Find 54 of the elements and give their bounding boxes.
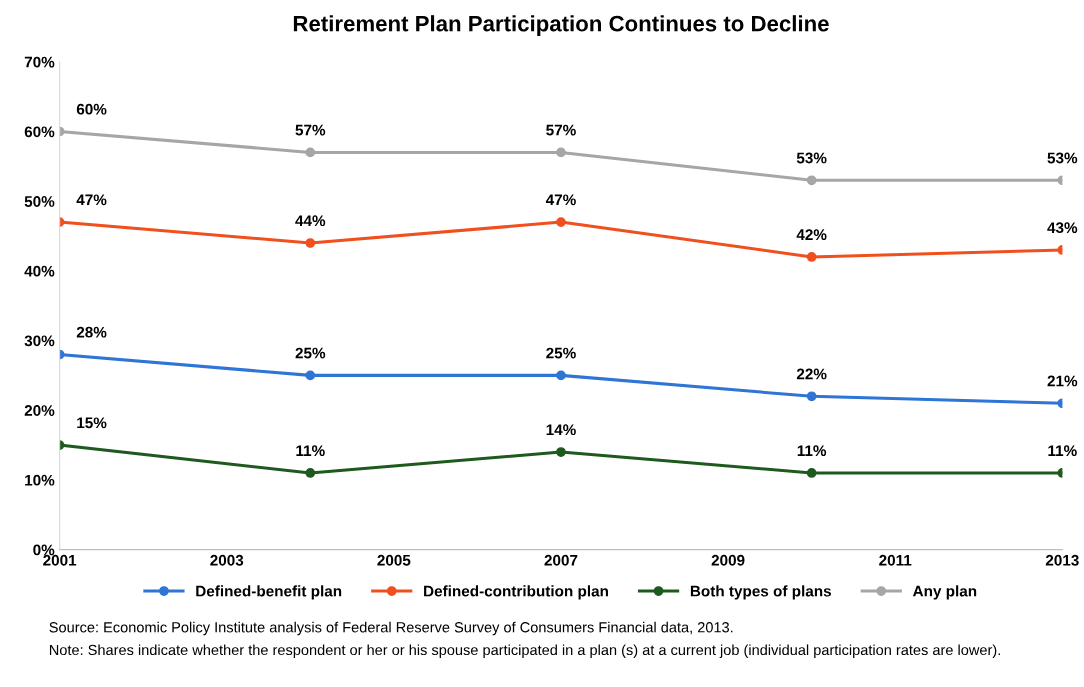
point bbox=[806, 175, 817, 186]
legend-label: Both types of plans bbox=[690, 585, 831, 600]
point bbox=[556, 447, 566, 457]
y-tick-label: 0% bbox=[33, 544, 55, 556]
data-label: 57% bbox=[546, 124, 576, 136]
y-tick-label: 40% bbox=[24, 265, 55, 277]
chart-title: Retirement Plan Participation Continues to Decline bbox=[293, 15, 829, 36]
data-label: 21% bbox=[1047, 375, 1078, 387]
data-label: 53% bbox=[796, 152, 827, 164]
data-label: 47% bbox=[76, 194, 107, 206]
data-label: 25% bbox=[546, 347, 576, 359]
y-tick-label: 20% bbox=[24, 405, 55, 416]
x-tick-label: 2011 bbox=[879, 554, 912, 566]
y-tick-label: 60% bbox=[24, 126, 55, 138]
point bbox=[305, 370, 316, 381]
point bbox=[806, 391, 817, 402]
legend-label: Defined-benefit plan bbox=[196, 585, 342, 600]
y-tick-label: 10% bbox=[25, 474, 55, 486]
data-label: 15% bbox=[77, 417, 107, 429]
x-tick-label: 2001 bbox=[43, 554, 77, 566]
data-label: 60% bbox=[76, 103, 107, 115]
data-label: 11% bbox=[296, 445, 325, 457]
data-label: 25% bbox=[295, 347, 326, 359]
point bbox=[305, 147, 316, 158]
data-label: 42% bbox=[796, 229, 827, 240]
y-tick-label: 30% bbox=[24, 335, 55, 347]
point bbox=[305, 468, 316, 478]
y-tick-label: 70% bbox=[24, 56, 55, 68]
y-tick-label: 50% bbox=[24, 196, 55, 207]
x-tick-label: 2013 bbox=[1045, 554, 1079, 566]
x-tick-label: 2007 bbox=[544, 554, 578, 566]
legend-label: Any plan bbox=[912, 585, 977, 600]
x-tick-label: 2009 bbox=[711, 554, 745, 566]
data-label: 11% bbox=[1048, 445, 1077, 457]
data-label: 14% bbox=[546, 424, 576, 436]
x-tick-label: 2003 bbox=[210, 554, 244, 566]
data-label: 53% bbox=[1047, 152, 1078, 164]
x-tick-label: 2005 bbox=[377, 554, 411, 566]
data-label: 44% bbox=[295, 215, 326, 227]
source-note: Source: Economic Policy Institute analysis of Federal Reserve Survey of Consumers Financial data, 2013. bbox=[49, 621, 733, 636]
data-label: 47% bbox=[545, 194, 576, 206]
data-label: 28% bbox=[76, 326, 107, 338]
data-label: 22% bbox=[796, 368, 827, 380]
data-label: 11% bbox=[797, 445, 827, 457]
legend-label: Defined-contribution plan bbox=[424, 585, 608, 600]
point bbox=[556, 147, 566, 158]
point bbox=[556, 370, 566, 381]
text: Note: Shares indicate whether the respondent or her or his spouse participated in a plan (s) at a current job (individual participation rates are lower). bbox=[49, 644, 1000, 658]
point bbox=[556, 217, 566, 227]
data-label: 57% bbox=[295, 124, 326, 136]
point bbox=[305, 238, 316, 248]
point bbox=[806, 468, 817, 478]
point bbox=[806, 252, 817, 262]
data-label: 43% bbox=[1047, 222, 1078, 234]
